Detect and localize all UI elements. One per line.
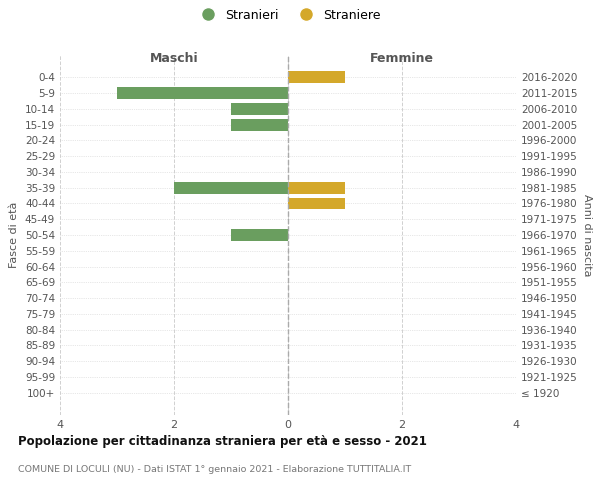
Text: Popolazione per cittadinanza straniera per età e sesso - 2021: Popolazione per cittadinanza straniera p… xyxy=(18,435,427,448)
Text: Maschi: Maschi xyxy=(149,52,199,64)
Y-axis label: Fasce di età: Fasce di età xyxy=(10,202,19,268)
Y-axis label: Anni di nascita: Anni di nascita xyxy=(581,194,592,276)
Legend: Stranieri, Straniere: Stranieri, Straniere xyxy=(190,4,386,26)
Bar xyxy=(117,87,288,99)
Text: COMUNE DI LOCULI (NU) - Dati ISTAT 1° gennaio 2021 - Elaborazione TUTTITALIA.IT: COMUNE DI LOCULI (NU) - Dati ISTAT 1° ge… xyxy=(18,465,411,474)
Text: Femmine: Femmine xyxy=(370,52,434,64)
Bar xyxy=(288,182,345,194)
Bar xyxy=(231,229,288,241)
Bar xyxy=(231,103,288,115)
Bar xyxy=(288,198,345,209)
Bar xyxy=(231,118,288,130)
Bar xyxy=(174,182,288,194)
Bar xyxy=(288,72,345,83)
